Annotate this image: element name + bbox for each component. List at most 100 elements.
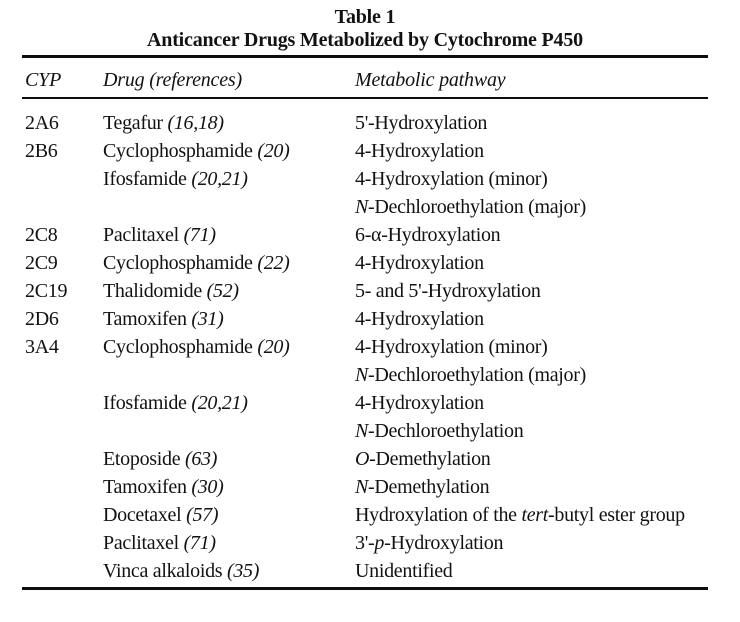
table-caption: Anticancer Drugs Metabolized by Cytochro… <box>147 29 583 51</box>
table-row: Vinca alkaloids (35) Unidentified <box>22 557 722 585</box>
cyp-cell: 2B6 <box>25 140 58 162</box>
pathway-line: O-Demethylation <box>355 445 722 473</box>
header-drug-references: Drug (references) <box>103 69 242 91</box>
bottom-rule <box>22 587 708 590</box>
pathway-cell: 4-Hydroxylation N-Dechloroethylation <box>355 389 722 445</box>
pathway-line: N-Dechloroethylation (major) <box>355 193 722 221</box>
plain-text: Etoposide <box>103 448 185 470</box>
pathway-line: 4-Hydroxylation <box>355 249 722 277</box>
plain-text: -Demethylation <box>369 448 491 470</box>
plain-text: -Demethylation <box>368 476 490 498</box>
pathway-cell: Hydroxylation of the tert-butyl ester gr… <box>355 501 722 529</box>
plain-text: 4-Hydroxylation (minor) <box>355 168 548 190</box>
plain-text: Thalidomide <box>103 280 207 302</box>
pathway-cell: 4-Hydroxylation <box>355 137 722 165</box>
pathway-line: 4-Hydroxylation <box>355 305 722 333</box>
table-row: 2D6 Tamoxifen (31) 4-Hydroxylation <box>22 305 722 333</box>
italic-text: (20) <box>257 336 290 358</box>
cyp-cell: 2D6 <box>25 308 59 330</box>
header-rule <box>22 97 708 99</box>
plain-text: Vinca alkaloids <box>103 560 227 582</box>
pathway-cell: 4-Hydroxylation (minor) N-Dechloroethylat… <box>355 165 722 221</box>
pathway-cell: 6-α-Hydroxylation <box>355 221 722 249</box>
header-metabolic-pathway: Metabolic pathway <box>355 69 506 91</box>
pathway-cell: 4-Hydroxylation (minor) N-Dechloroethylat… <box>355 333 722 389</box>
pathway-line: 4-Hydroxylation (minor) <box>355 165 722 193</box>
pathway-cell: Unidentified <box>355 557 722 585</box>
table-row: 2A6 Tegafur (16,18) 5'-Hydroxylation <box>22 109 722 137</box>
plain-text: 5'-Hydroxylation <box>355 112 488 134</box>
pathway-line: 5'-Hydroxylation <box>355 109 722 137</box>
plain-text: Docetaxel <box>103 504 187 526</box>
plain-text: Ifosfamide <box>103 392 192 414</box>
drug-cell: Cyclophosphamide (22) <box>103 249 355 277</box>
header-cyp: CYP <box>25 69 62 91</box>
italic-text: (20) <box>257 140 290 162</box>
cyp-cell: 2C19 <box>25 280 68 302</box>
italic-text: N <box>355 364 369 386</box>
drug-cell: Cyclophosphamide (20) <box>103 137 355 165</box>
italic-text: (20,21) <box>191 392 248 414</box>
plain-text: Unidentified <box>355 560 453 582</box>
pathway-cell: 3'-p-Hydroxylation <box>355 529 722 557</box>
italic-text: (71) <box>183 532 216 554</box>
table-title: Table 1 Anticancer Drugs Metabolized by … <box>22 6 708 52</box>
pathway-cell: N-Demethylation <box>355 473 722 501</box>
top-rule <box>22 55 708 58</box>
pathway-line: N-Demethylation <box>355 473 722 501</box>
plain-text: Hydroxylation of the <box>355 504 522 526</box>
plain-text: 3'- <box>355 532 375 554</box>
italic-text: (31) <box>191 308 224 330</box>
pathway-cell: 4-Hydroxylation <box>355 249 722 277</box>
plain-text: Paclitaxel <box>103 224 184 246</box>
italic-text: (63) <box>185 448 218 470</box>
pathway-line: 5- and 5'-Hydroxylation <box>355 277 722 305</box>
plain-text: 4-Hydroxylation <box>355 392 484 414</box>
table-row: Docetaxel (57) Hydroxylation of the tert-… <box>22 501 722 529</box>
drug-cell: Etoposide (63) <box>103 445 355 473</box>
pathway-line: 4-Hydroxylation <box>355 389 722 417</box>
plain-text: -Hydroxylation <box>384 532 504 554</box>
italic-text: O <box>355 448 370 470</box>
italic-text: p <box>374 532 385 554</box>
plain-text: 4-Hydroxylation <box>355 252 484 274</box>
table-row: 2B6 Cyclophosphamide (20) 4-Hydroxylation <box>22 137 722 165</box>
plain-text: 4-Hydroxylation <box>355 308 484 330</box>
plain-text: Tamoxifen <box>103 308 192 330</box>
pathway-line: 6-α-Hydroxylation <box>355 221 722 249</box>
drug-cell: Ifosfamide (20,21) <box>103 389 355 417</box>
plain-text: 4-Hydroxylation <box>355 140 484 162</box>
plain-text: -butyl ester group <box>548 504 685 526</box>
table-row: Paclitaxel (71) 3'-p-Hydroxylation <box>22 529 722 557</box>
table-row: 3A4 Cyclophosphamide (20) 4-Hydroxylation … <box>22 333 722 389</box>
italic-text: (20,21) <box>191 168 248 190</box>
plain-text: Paclitaxel <box>103 532 184 554</box>
pathway-cell: 5- and 5'-Hydroxylation <box>355 277 722 305</box>
plain-text: Cyclophosphamide <box>103 336 258 358</box>
italic-text: N <box>355 420 369 442</box>
italic-text: (16,18) <box>167 112 225 134</box>
italic-text: N <box>355 196 369 218</box>
plain-text: Cyclophosphamide <box>103 252 258 274</box>
pathway-cell: 5'-Hydroxylation <box>355 109 722 137</box>
table-row: Ifosfamide (20,21) 4-Hydroxylation (minor… <box>22 165 722 221</box>
table-body: 2A6 Tegafur (16,18) 5'-Hydroxylation 2B6 Cyc… <box>22 109 722 585</box>
table-row: 2C8 Paclitaxel (71) 6-α-Hydroxylation <box>22 221 722 249</box>
italic-text: (35) <box>226 560 260 582</box>
pathway-line: 4-Hydroxylation (minor) <box>355 333 722 361</box>
drug-cell: Vinca alkaloids (35) <box>103 557 355 585</box>
table-row: Tamoxifen (30) N-Demethylation <box>22 473 722 501</box>
italic-text: (71) <box>183 224 216 246</box>
plain-text: 4-Hydroxylation (minor) <box>355 336 548 358</box>
italic-text: N <box>355 476 369 498</box>
cyp-cell: 3A4 <box>25 336 59 358</box>
drug-cell: Thalidomide (52) <box>103 277 355 305</box>
pathway-line: Hydroxylation of the tert-butyl ester gr… <box>355 501 722 529</box>
drug-cell: Tegafur (16,18) <box>103 109 355 137</box>
cyp-cell: 2C9 <box>25 252 58 274</box>
italic-text: (52) <box>206 280 239 302</box>
italic-text: tert <box>521 504 549 526</box>
drug-cell: Cyclophosphamide (20) <box>103 333 355 361</box>
cyp-cell: 2C8 <box>25 224 58 246</box>
table-row: Ifosfamide (20,21) 4-Hydroxylation N-Dechl… <box>22 389 722 445</box>
